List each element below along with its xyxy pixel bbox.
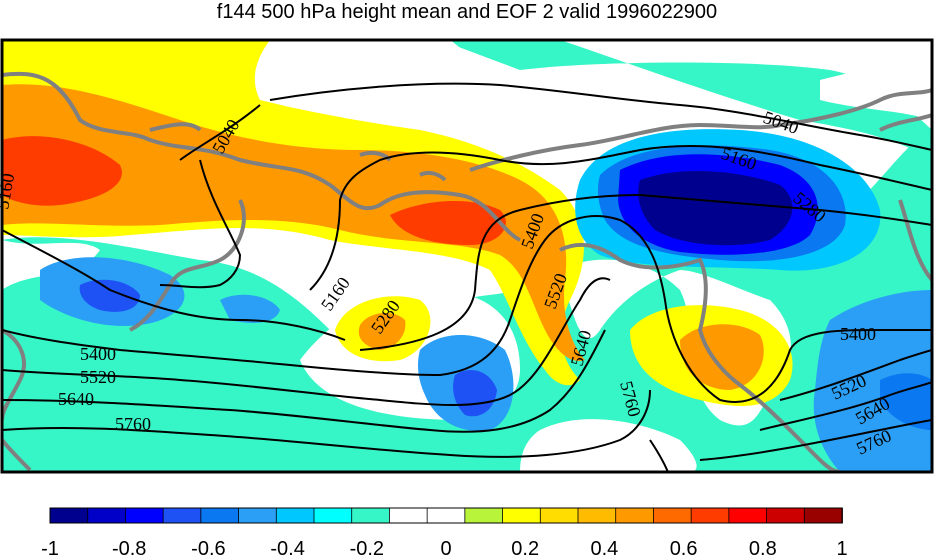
contour-label-5760: 5760 (115, 414, 151, 434)
colorbar-tick-label: -0.8 (112, 538, 146, 558)
colorbar-swatch (615, 507, 655, 524)
contour-label-5520: 5520 (80, 367, 116, 387)
colorbar-swatch (200, 507, 240, 524)
colorbar-swatch (389, 507, 429, 524)
colorbar-tick-label: 0.8 (749, 538, 777, 558)
colorbar-swatch (464, 507, 504, 524)
colorbar-swatch (275, 507, 315, 524)
eof-shading (2, 40, 932, 472)
colorbar-swatch (502, 507, 542, 524)
colorbar-tick-label: 0.2 (511, 538, 539, 558)
colorbar-frame (49, 507, 843, 524)
colorbar-tick-labels: -1 -0.8 -0.6 -0.4 -0.2 0 0.2 0.4 0.6 0.8 1 (41, 538, 847, 558)
colorbar-tick-label: -1 (41, 538, 59, 558)
contour-label-5160-left: 5160 (0, 172, 18, 211)
colorbar-swatch (690, 507, 730, 524)
colorbar-swatch (351, 507, 391, 524)
colorbar-swatch (238, 507, 278, 524)
colorbar-swatch (313, 507, 353, 524)
colorbar-swatch (49, 507, 89, 524)
colorbar-tick-label: 0 (440, 538, 451, 558)
height-contours (2, 82, 932, 472)
colorbar-swatch (653, 507, 693, 524)
colorbar-swatch (766, 507, 806, 524)
plot-frame (0, 38, 934, 474)
contour-label-5640: 5640 (58, 389, 94, 409)
colorbar-tick-label: 0.4 (590, 538, 618, 558)
colorbar: -1 -0.8 -0.6 -0.4 -0.2 0 0.2 0.4 0.6 0.8 1 (41, 507, 848, 558)
colorbar-swatch (728, 507, 768, 524)
colorbar-swatch (125, 507, 165, 524)
colorbar-tick-label: 0.6 (670, 538, 698, 558)
colorbar-swatch (803, 507, 843, 524)
colorbar-tick-label: -0.2 (350, 538, 384, 558)
colorbar-swatch (162, 507, 202, 524)
colorbar-swatch (87, 507, 127, 524)
colorbar-tick-label: -0.4 (270, 538, 304, 558)
colorbar-swatch (577, 507, 617, 524)
colorbar-tick-label: 1 (836, 538, 847, 558)
colorbar-swatches (49, 507, 843, 524)
colorbar-tick-label: -0.6 (191, 538, 225, 558)
figure-title: f144 500 hPa height mean and EOF 2 valid… (216, 1, 718, 23)
coastlines (2, 71, 932, 472)
contour-label-5400: 5400 (840, 324, 876, 344)
colorbar-swatch (539, 507, 579, 524)
colorbar-swatch (426, 507, 466, 524)
contour-label-5400: 5400 (80, 344, 116, 364)
